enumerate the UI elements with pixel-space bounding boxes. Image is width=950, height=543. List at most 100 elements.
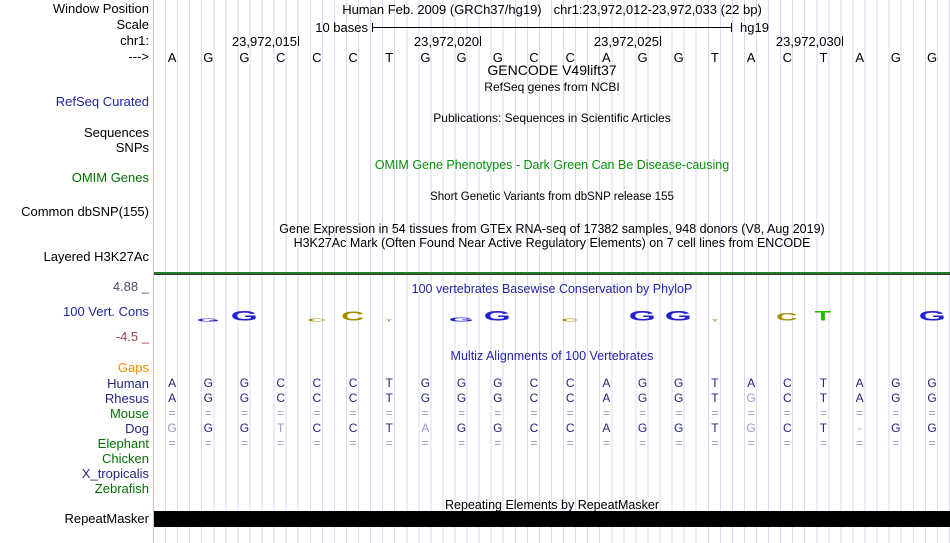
alignment-base-cell: =	[168, 406, 176, 420]
alignment-base-cell: G	[637, 376, 648, 390]
alignment-base-cell: G	[420, 391, 431, 405]
scale-value-label: 10 bases	[315, 20, 368, 35]
track-label-rhesus[interactable]: Rhesus	[104, 391, 149, 406]
conservation-letter-glyph: G	[230, 308, 258, 324]
alignment-base-cell: =	[892, 406, 900, 420]
alignment-base-cell: =	[385, 436, 393, 450]
alignment-base-cell: =	[204, 436, 212, 450]
alignment-base-cell: C	[529, 391, 539, 405]
coordinate-tick-label: 23,972,030	[775, 34, 841, 49]
conservation-letter-glyph: C	[307, 318, 327, 323]
track-label-vert-cons[interactable]: 100 Vert. Cons	[63, 304, 149, 319]
base-cell: C	[565, 50, 575, 65]
base-cell: T	[710, 50, 719, 65]
track-label-omim-genes[interactable]: OMIM Genes	[71, 170, 149, 185]
track-title-multiz[interactable]: Multiz Alignments of 100 Vertebrates	[450, 349, 654, 363]
alignment-row-mouse[interactable]: = = = = = = = = = = = = = = = = = = = = = =	[154, 406, 950, 421]
alignment-row-elephant[interactable]: = = = = = = = = = = = = = = = = = = = = = =	[154, 436, 950, 451]
track-label-layered-h3k27ac[interactable]: Layered H3K27Ac	[43, 249, 149, 264]
alignment-base-cell: T	[711, 421, 719, 435]
track-label-sequences[interactable]: Sequences	[83, 125, 149, 140]
base-cell: C	[529, 50, 539, 65]
track-title-omim-phenotypes[interactable]: OMIM Gene Phenotypes - Dark Green Can Be…	[374, 158, 730, 172]
alignment-base-cell: T	[276, 421, 285, 435]
alignment-base-cell: =	[928, 406, 936, 420]
base-cell: G	[456, 50, 467, 65]
alignment-base-cell: C	[529, 421, 539, 435]
alignment-base-cell: =	[928, 436, 936, 450]
base-cell: C	[312, 50, 322, 65]
alignment-base-cell: =	[747, 436, 755, 450]
conservation-letter-glyph: G	[665, 308, 693, 324]
track-label-mouse[interactable]: Mouse	[109, 406, 149, 421]
track-label-common-dbsnp[interactable]: Common dbSNP(155)	[21, 204, 149, 219]
alignment-base-cell: A	[602, 421, 611, 435]
alignment-base-cell: G	[420, 376, 431, 390]
conservation-letter: C	[335, 310, 371, 324]
track-label-human[interactable]: Human	[107, 376, 149, 391]
conservation-letter: T	[805, 309, 841, 323]
alignment-base-cell: =	[530, 406, 538, 420]
coordinate-tick-label: 23,972,020	[413, 34, 479, 49]
alignment-base-cell: =	[421, 436, 429, 450]
track-label-zebrafish[interactable]: Zebrafish	[94, 481, 149, 496]
track-label-refseq-curated[interactable]: RefSeq Curated	[55, 94, 149, 109]
alignment-base-cell: G	[891, 421, 901, 435]
track-label-elephant[interactable]: Elephant	[97, 436, 149, 451]
track-title-gencode[interactable]: GENCODE V49lift37	[487, 62, 617, 78]
alignment-base-cell: G	[203, 391, 213, 405]
track-label-gaps[interactable]: Gaps	[117, 360, 149, 375]
base-cell: G	[637, 50, 648, 65]
h3k27ac-baseline[interactable]	[154, 272, 950, 275]
alignment-base-cell: C	[565, 391, 575, 405]
position-label: chr1:23,972,012-23,972,033 (22 bp)	[553, 2, 762, 17]
track-title-h3k27ac[interactable]: H3K27Ac Mark (Often Found Near Active Re…	[293, 236, 811, 250]
alignment-base-cell: T	[711, 376, 719, 390]
track-label-dog[interactable]: Dog	[125, 421, 149, 436]
track-label-chicken[interactable]: Chicken	[102, 451, 149, 466]
alignment-base-cell: G	[456, 376, 467, 390]
alignment-base-cell: A	[602, 391, 611, 405]
alignment-base-cell: =	[494, 436, 502, 450]
alignment-base-cell: C	[312, 421, 322, 435]
repeatmasker-element-bar[interactable]	[154, 511, 950, 527]
alignment-base-cell: G	[891, 376, 901, 390]
alignment-base-cell: =	[892, 436, 900, 450]
coordinate-tick-mark	[842, 36, 843, 46]
alignment-base-cell: T	[819, 376, 828, 390]
conservation-letter: G	[661, 308, 697, 324]
alignment-base-cell: A	[421, 421, 430, 435]
alignment-base-cell: =	[856, 406, 864, 420]
base-cell: T	[819, 50, 828, 65]
track-label-repeatmasker[interactable]: RepeatMasker	[64, 511, 149, 526]
alignment-base-cell: =	[494, 406, 502, 420]
base-cell: A	[167, 50, 177, 65]
alignment-base-cell: G	[493, 376, 503, 390]
track-left-guideline	[153, 0, 154, 543]
track-title-publications[interactable]: Publications: Sequences in Scientific Ar…	[433, 111, 671, 125]
alignment-base-cell: =	[747, 406, 755, 420]
alignment-base-cell: C	[782, 376, 792, 390]
track-title-gtex[interactable]: Gene Expression in 54 tissues from GTEx …	[279, 222, 825, 236]
track-title-repeatmasker-title[interactable]: Repeating Elements by RepeatMasker	[444, 498, 659, 512]
alignment-base-cell: T	[819, 391, 828, 405]
track-title-dbsnp[interactable]: Short Genetic Variants from dbSNP releas…	[430, 191, 674, 203]
alignment-base-cell: -	[857, 421, 862, 435]
track-title-phylop[interactable]: 100 vertebrates Basewise Conservation by…	[411, 282, 693, 296]
alignment-base-cell: =	[204, 406, 212, 420]
alignment-base-cell: G	[239, 376, 250, 390]
base-cell: C	[348, 50, 358, 65]
conservation-letter: G	[624, 309, 660, 323]
track-label-x-tropicalis[interactable]: X_tropicalis	[81, 466, 149, 481]
alignment-base-cell: =	[639, 436, 647, 450]
track-title-refseq-ncbi[interactable]: RefSeq genes from NCBI	[484, 80, 620, 94]
alignment-base-cell: =	[277, 436, 285, 450]
conservation-letter: C	[552, 310, 588, 322]
alignment-base-cell: G	[927, 391, 937, 405]
track-label-snps[interactable]: SNPs	[115, 140, 149, 155]
alignment-base-cell: =	[349, 436, 357, 450]
base-cell: G	[926, 50, 938, 65]
